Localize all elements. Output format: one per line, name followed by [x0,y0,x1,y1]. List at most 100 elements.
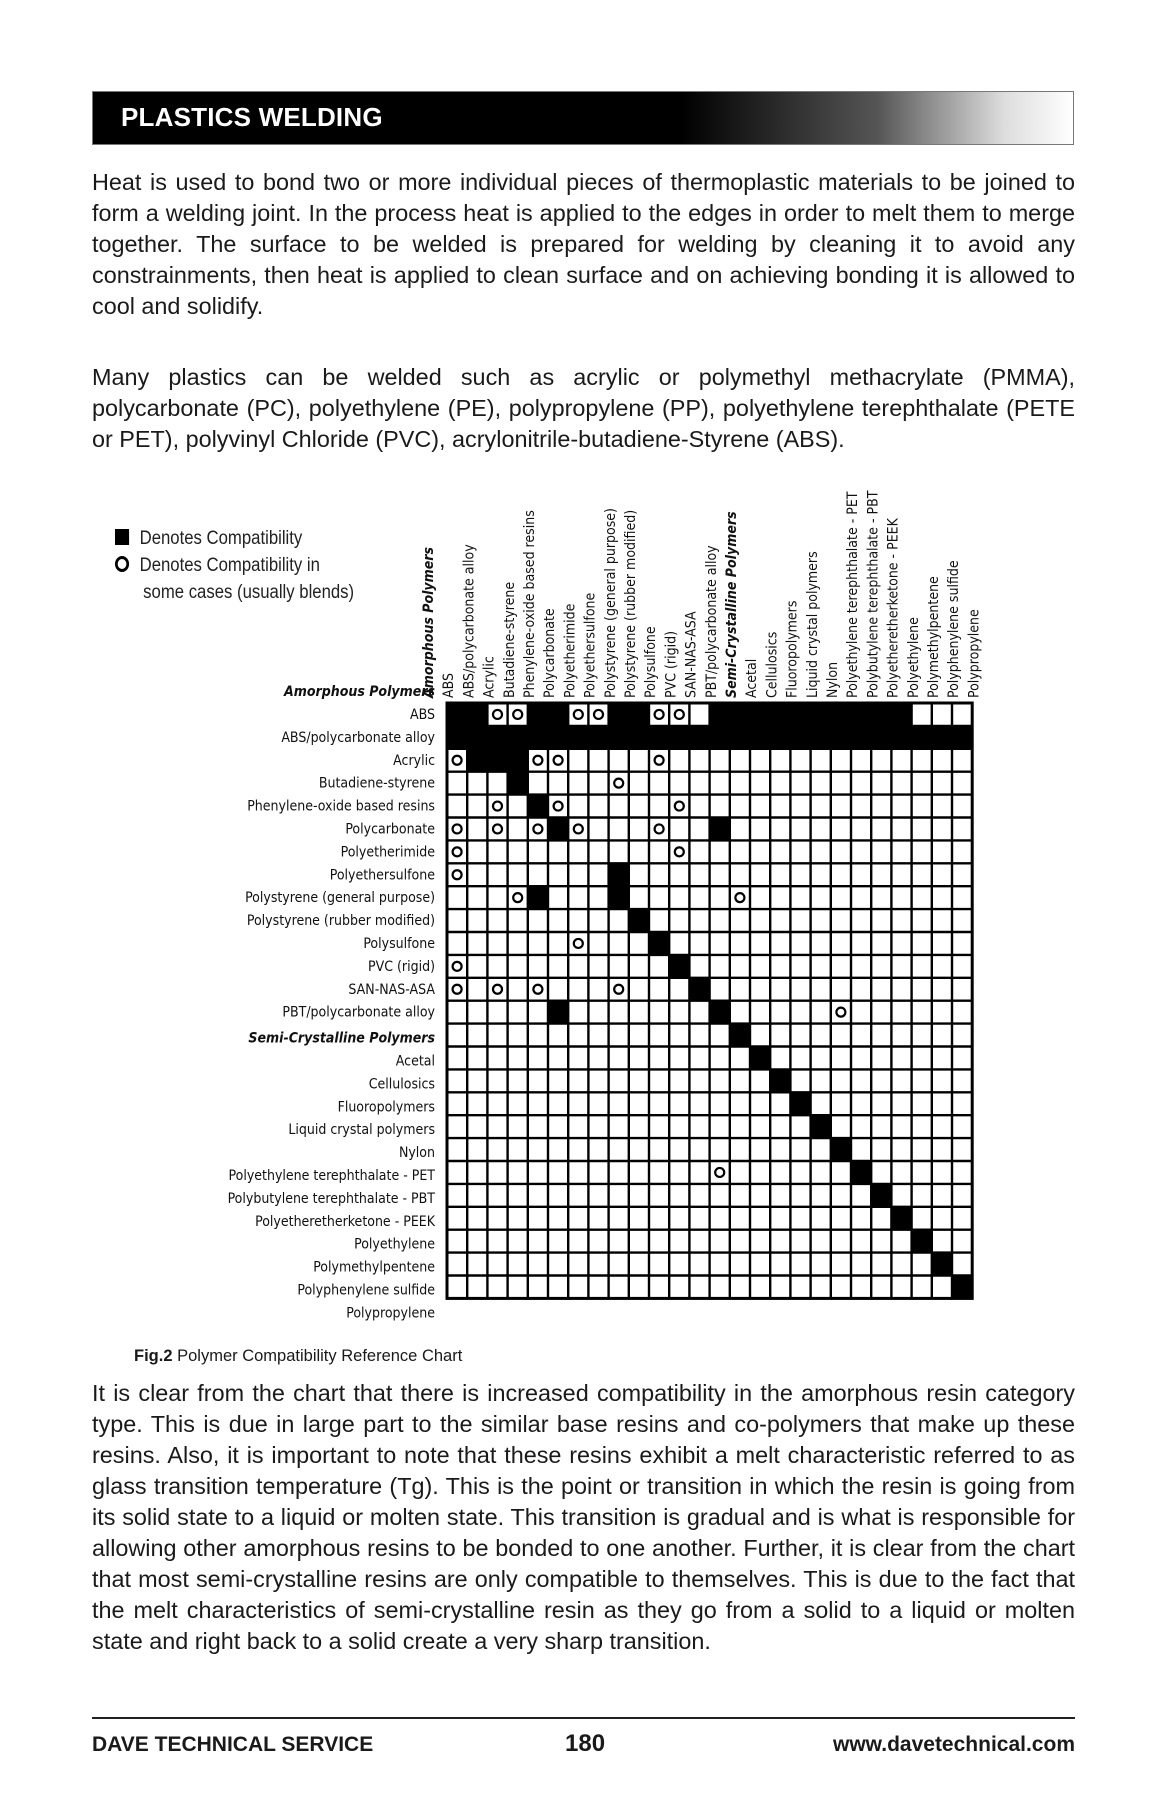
row-label: Polyethylene [354,1237,435,1253]
compatible-cell [851,1161,872,1184]
partial-compatible-marker [714,1166,726,1179]
column-header: Amorphous Polymers [421,546,437,699]
compatible-cell [830,703,851,726]
column-label: Fluoropolymers [785,601,801,698]
compatible-cell [507,748,528,772]
column-label: Acetal [744,659,760,698]
section-header-bar: PLASTICS WELDING [92,91,1074,145]
partial-compatible-marker [592,708,605,721]
compatible-cell [770,725,791,749]
partial-compatible-marker [572,823,584,835]
compatible-cell [568,725,589,749]
figure-caption-text: Polymer Compatibility Reference Chart [172,1347,463,1365]
partial-compatible-marker [491,708,504,721]
row-label: Polyetheretherketone - PEEK [255,1214,436,1230]
compatible-cell [729,703,750,726]
compatible-cell [709,1000,730,1024]
compatible-cell [790,725,811,749]
compatible-cell [447,703,468,726]
compatible-cell [871,703,892,726]
partial-compatible-marker [512,892,524,904]
compatible-cell [447,725,468,749]
compatible-cell [527,886,548,910]
paragraph-analysis: It is clear from the chart that there is… [92,1380,1075,1654]
compatible-cell [709,817,730,841]
compatible-cell [487,725,508,749]
compatible-cell [931,725,952,749]
row-label: Acetal [396,1054,435,1070]
filled-square-icon [115,529,130,545]
compatible-cell [649,725,670,749]
column-label: Polyethylene terephthalate - PET [845,491,861,698]
column-label: ABS/polycarbonate alloy [461,544,477,698]
compatible-cell [628,725,649,749]
compatible-cell [750,1046,771,1070]
section-title: PLASTICS WELDING [121,102,383,132]
row-header-semi-crystalline: Semi-Crystalline Polymers [248,1031,435,1047]
row-label: Polysulfone [363,936,435,952]
compatible-cell [891,1206,912,1230]
compatible-cell [669,954,690,978]
partial-compatible-marker [491,800,504,812]
row-label: Polystyrene (general purpose) [245,890,435,906]
compatible-cell [467,748,488,772]
compatible-cell [507,725,528,749]
row-label: Polystyrene (rubber modified) [247,913,435,929]
partial-compatible-marker [653,754,665,766]
compatible-cell [548,703,569,726]
compatible-cell [709,703,730,726]
row-label: ABS [410,707,435,723]
column-label: Polystyrene (general purpose) [603,508,619,698]
column-label: Polyethersulfone [583,592,599,698]
compatible-cell [588,725,609,749]
partial-compatible-marker [532,983,544,995]
compatible-cell [628,909,649,932]
partial-compatible-marker [552,800,564,812]
compatible-cell [548,1000,569,1024]
row-label: Liquid crystal polymers [288,1122,435,1138]
compatible-cell [770,703,791,726]
row-label: Nylon [399,1145,435,1161]
compatible-cell [810,703,831,726]
compatible-cell [548,725,569,749]
partial-compatible-marker [653,708,665,721]
footer-publisher: DAVE TECHNICAL SERVICE [92,1733,374,1756]
column-label: Polyetheretherketone - PEEK [886,517,902,698]
compatible-cell [527,794,548,818]
compatible-cell [830,1138,851,1161]
legend-label-some-cases-line2: some cases (usually blends) [143,582,355,603]
partial-compatible-marker [451,823,463,835]
compatible-cell [608,886,629,910]
row-label: SAN-NAS-ASA [348,982,435,998]
open-circle-icon [115,556,130,572]
compatible-cell [487,748,508,772]
row-label: ABS/polycarbonate alloy [281,730,435,746]
column-label: Nylon [825,662,841,698]
compatible-cell [507,771,528,795]
compatible-cell [931,1252,952,1276]
row-label: Acrylic [393,753,435,769]
column-label: Phenylene-oxide based resins [522,510,538,698]
partial-compatible-marker [451,960,463,972]
row-label: PBT/polycarbonate alloy [282,1005,435,1021]
column-label: ABS [441,673,457,698]
page-number: 180 [565,1730,606,1757]
compatible-cell [750,725,771,749]
compatible-cell [467,725,488,749]
compatible-cell [750,703,771,726]
partial-compatible-marker [451,754,463,766]
compatible-cell [911,1229,932,1253]
column-label: Liquid crystal polymers [805,551,821,698]
row-label: Polyphenylene sulfide [297,1283,435,1299]
column-label: Polyethylene [906,617,922,698]
partial-compatible-marker [835,1006,847,1018]
partial-compatible-marker [512,708,524,721]
partial-compatible-marker [572,937,584,950]
legend-label-some-cases: Denotes Compatibility in [139,555,320,576]
legend-item-compatible: Denotes Compatibility [115,525,354,552]
partial-compatible-marker [491,983,504,995]
compatible-cell [608,703,629,726]
column-label: Polypropylene [966,609,982,698]
row-label: Polypropylene [346,1305,435,1321]
